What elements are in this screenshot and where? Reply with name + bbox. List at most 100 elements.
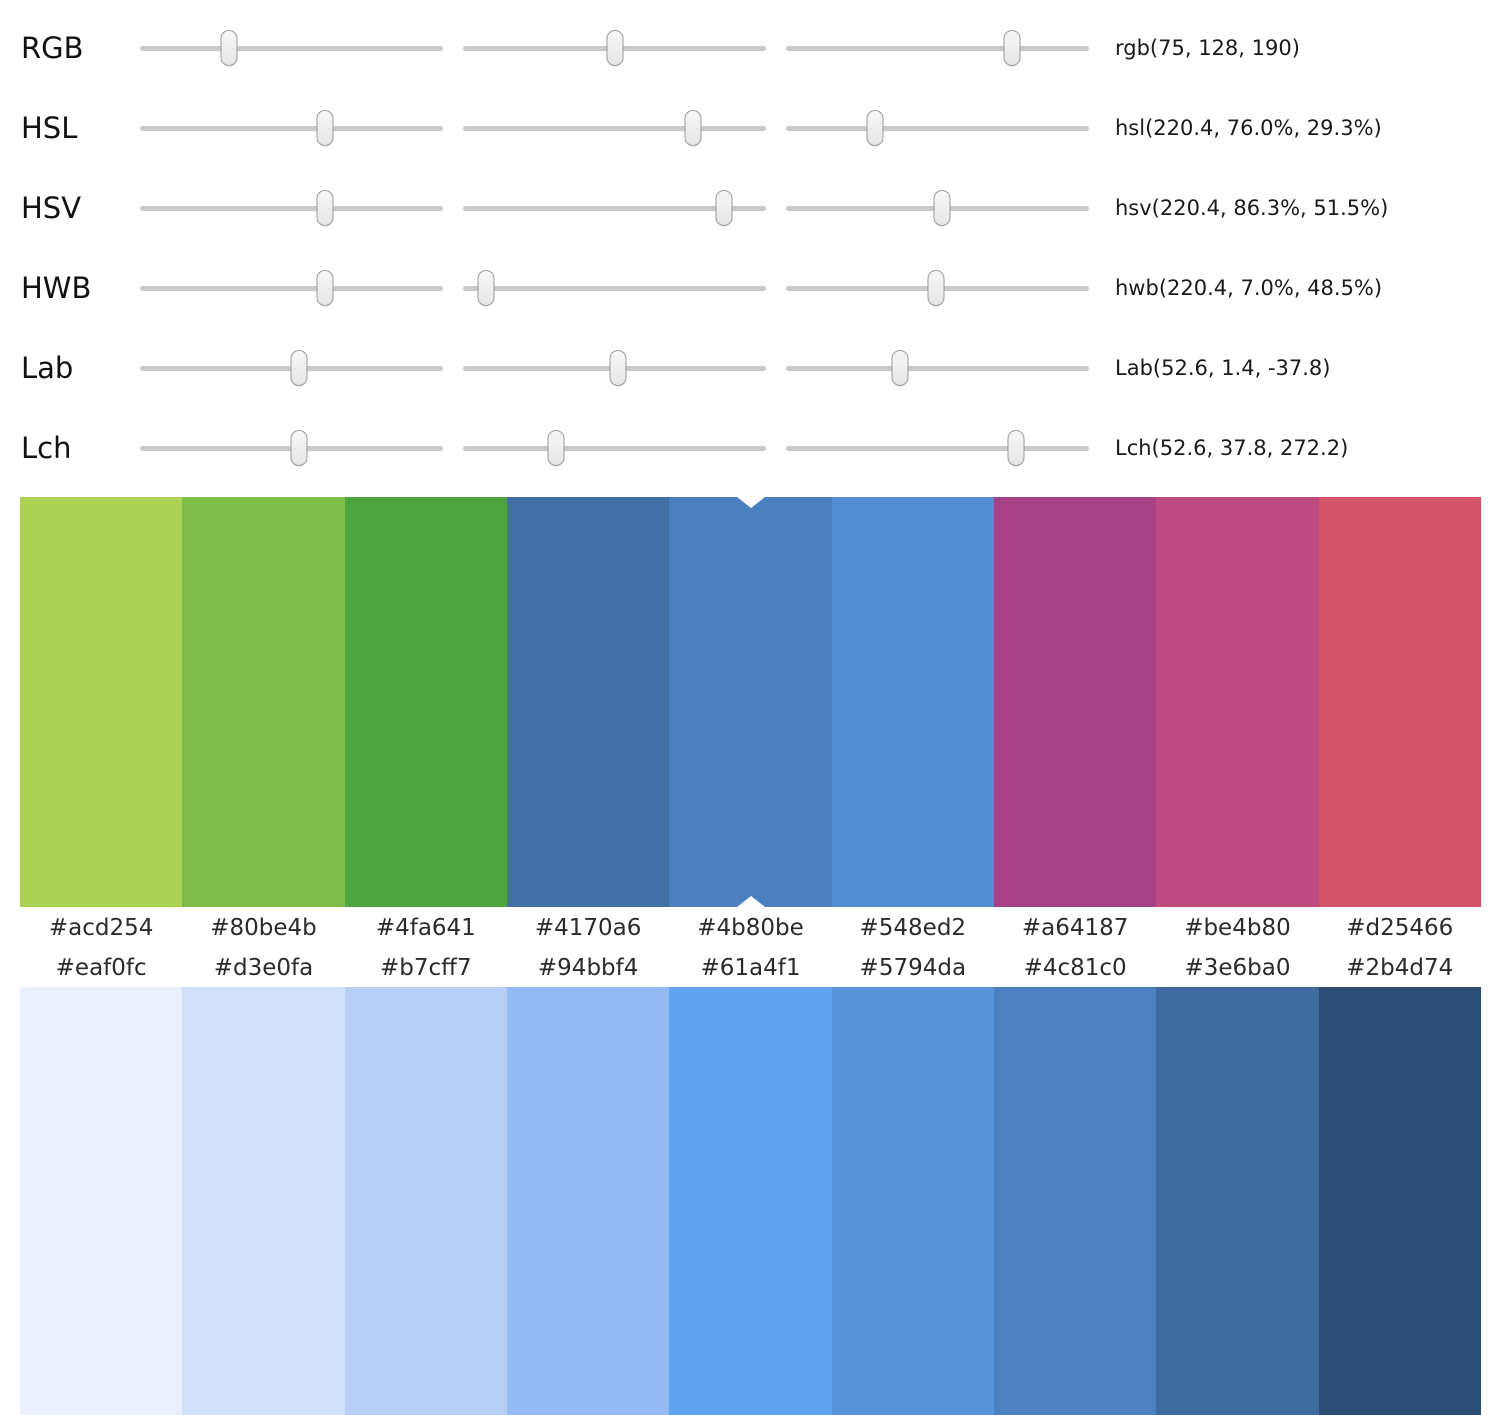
color-swatch[interactable] [506, 987, 670, 1415]
colorspace-label: HSL [21, 111, 78, 145]
color-value-text: Lch(52.6, 37.8, 272.2) [1115, 436, 1349, 460]
slider-thumb[interactable] [477, 270, 495, 306]
color-value-text: hsl(220.4, 76.0%, 29.3%) [1115, 116, 1382, 140]
color-value-text: hsv(220.4, 86.3%, 51.5%) [1115, 196, 1389, 220]
swatch-hex-label: #4170a6 [534, 915, 642, 941]
slider-thumb[interactable] [866, 110, 884, 146]
color-swatch[interactable] [1156, 987, 1319, 1415]
swatch-hex-label: #2b4d74 [1346, 955, 1454, 981]
swatch-hex-label: #d3e0fa [213, 955, 314, 981]
slider-thumb[interactable] [316, 190, 334, 226]
color-swatch[interactable] [20, 987, 183, 1415]
swatch-hex-label: #5794da [859, 955, 967, 981]
swatch-hex-label: #d25466 [1346, 915, 1454, 941]
swatch-hex-label: #acd254 [48, 915, 154, 941]
slider-track[interactable] [140, 30, 443, 66]
slider-row-rgb: RGB rgb(75, 128, 190) [0, 8, 1501, 88]
color-swatch[interactable] [344, 497, 507, 907]
slider-track[interactable] [140, 110, 443, 146]
slider-track[interactable] [786, 30, 1089, 66]
slider-panel: RGB rgb(75, 128, 190) HSL hsl(220 [0, 0, 1501, 488]
colorspace-label: Lab [21, 351, 74, 385]
slider-thumb[interactable] [547, 430, 565, 466]
slider-thumb[interactable] [220, 30, 238, 66]
slider-track[interactable] [786, 190, 1089, 226]
color-swatch[interactable] [506, 497, 670, 907]
slider-thumb[interactable] [609, 350, 627, 386]
color-swatch[interactable] [993, 987, 1157, 1415]
slider-thumb[interactable] [316, 110, 334, 146]
slider-thumb[interactable] [1007, 430, 1025, 466]
slider-track[interactable] [140, 190, 443, 226]
swatch-hex-label: #be4b80 [1184, 915, 1291, 941]
hue-palette-section: #acd254 #80be4b #4fa641 #4170a6 #4b80be … [20, 497, 1481, 949]
slider-thumb[interactable] [290, 430, 308, 466]
swatch-hex-label: #4b80be [697, 915, 804, 941]
shade-palette [20, 987, 1481, 1415]
slider-track[interactable] [463, 350, 766, 386]
slider-row-lch: Lch Lch(52.6, 37.8, 272.2) [0, 408, 1501, 488]
slider-thumb[interactable] [933, 190, 951, 226]
color-swatch[interactable] [182, 987, 345, 1415]
swatch-hex-label: #4fa641 [375, 915, 476, 941]
color-swatch[interactable] [344, 987, 507, 1415]
shade-palette-labels: #eaf0fc #d3e0fa #b7cff7 #94bbf4 #61a4f1 … [20, 949, 1481, 987]
color-swatch[interactable] [831, 987, 994, 1415]
slider-row-lab: Lab Lab(52.6, 1.4, -37.8) [0, 328, 1501, 408]
color-swatch[interactable] [993, 497, 1157, 907]
slider-track[interactable] [140, 270, 443, 306]
colorspace-label: Lch [21, 431, 72, 465]
slider-thumb[interactable] [1003, 30, 1021, 66]
slider-track[interactable] [463, 430, 766, 466]
color-swatch-selected[interactable] [669, 497, 832, 907]
color-value-text: hwb(220.4, 7.0%, 48.5%) [1115, 276, 1383, 300]
slider-track[interactable] [463, 110, 766, 146]
swatch-hex-label: #80be4b [210, 915, 317, 941]
color-swatch[interactable] [669, 987, 832, 1415]
colorspace-label: HSV [21, 191, 82, 225]
swatch-hex-label: #4c81c0 [1023, 955, 1127, 981]
slider-track[interactable] [786, 270, 1089, 306]
swatch-hex-label: #61a4f1 [700, 955, 801, 981]
slider-thumb[interactable] [316, 270, 334, 306]
selection-notch-bottom-icon [736, 896, 765, 907]
swatch-hex-label: #a64187 [1021, 915, 1129, 941]
slider-track[interactable] [463, 30, 766, 66]
color-value-text: Lab(52.6, 1.4, -37.8) [1115, 356, 1331, 380]
slider-track[interactable] [463, 190, 766, 226]
slider-thumb[interactable] [606, 30, 624, 66]
colorspace-label: RGB [21, 31, 84, 65]
shade-palette-section: #eaf0fc #d3e0fa #b7cff7 #94bbf4 #61a4f1 … [20, 949, 1481, 1415]
slider-thumb[interactable] [891, 350, 909, 386]
slider-track[interactable] [786, 110, 1089, 146]
color-swatch[interactable] [1156, 497, 1319, 907]
selection-notch-top-icon [736, 497, 765, 508]
color-swatch[interactable] [182, 497, 345, 907]
slider-track[interactable] [786, 430, 1089, 466]
slider-thumb[interactable] [684, 110, 702, 146]
slider-track[interactable] [140, 430, 443, 466]
slider-track[interactable] [786, 350, 1089, 386]
slider-track[interactable] [140, 350, 443, 386]
slider-thumb[interactable] [927, 270, 945, 306]
slider-row-hsl: HSL hsl(220.4, 76.0%, 29.3%) [0, 88, 1501, 168]
swatch-hex-label: #548ed2 [859, 915, 967, 941]
color-swatch[interactable] [831, 497, 994, 907]
swatch-hex-label: #3e6ba0 [1184, 955, 1291, 981]
color-value-text: rgb(75, 128, 190) [1115, 36, 1300, 60]
slider-thumb[interactable] [290, 350, 308, 386]
swatch-hex-label: #94bbf4 [537, 955, 639, 981]
slider-row-hwb: HWB hwb(220.4, 7.0%, 48.5%) [0, 248, 1501, 328]
slider-track[interactable] [463, 270, 766, 306]
swatch-hex-label: #eaf0fc [55, 955, 147, 981]
hue-palette-labels: #acd254 #80be4b #4fa641 #4170a6 #4b80be … [20, 907, 1481, 949]
color-swatch[interactable] [1318, 497, 1481, 907]
color-swatch[interactable] [20, 497, 183, 907]
colorspace-label: HWB [21, 271, 92, 305]
slider-row-hsv: HSV hsv(220.4, 86.3%, 51.5%) [0, 168, 1501, 248]
hue-palette [20, 497, 1481, 907]
swatch-hex-label: #b7cff7 [380, 955, 472, 981]
color-swatch[interactable] [1318, 987, 1481, 1415]
slider-thumb[interactable] [715, 190, 733, 226]
